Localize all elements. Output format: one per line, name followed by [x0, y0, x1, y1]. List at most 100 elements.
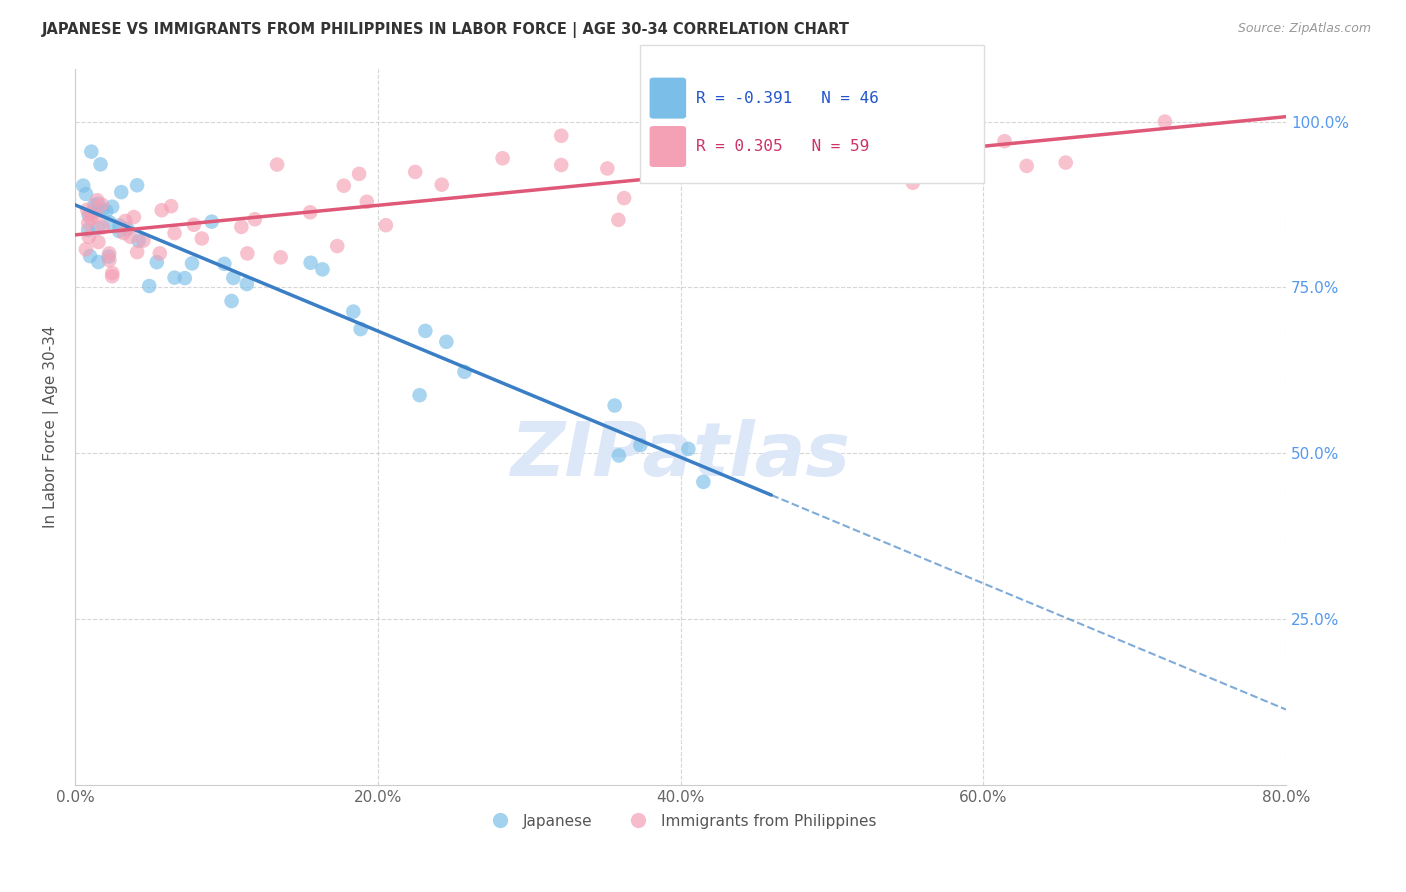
- Point: [201, 215, 224, 229]
- Point: [243, 212, 266, 227]
- Point: [91, 202, 114, 217]
- Point: [270, 250, 292, 264]
- Point: [101, 200, 124, 214]
- Point: [236, 277, 259, 291]
- Point: [163, 270, 186, 285]
- Point: [603, 399, 626, 413]
- Point: [86, 209, 108, 223]
- Point: [138, 279, 160, 293]
- Point: [638, 154, 661, 169]
- Point: [90, 197, 112, 211]
- Point: [80, 211, 103, 226]
- Text: R = 0.305   N = 59: R = 0.305 N = 59: [696, 139, 869, 154]
- Point: [236, 246, 259, 260]
- Point: [112, 226, 135, 240]
- Point: [678, 442, 700, 456]
- Point: [173, 271, 195, 285]
- Point: [596, 161, 619, 176]
- Point: [415, 324, 437, 338]
- Point: [86, 193, 108, 207]
- Point: [183, 218, 205, 232]
- Point: [77, 216, 100, 230]
- Point: [79, 206, 101, 220]
- Point: [550, 158, 572, 172]
- Point: [191, 231, 214, 245]
- Point: [76, 202, 98, 217]
- Point: [1015, 159, 1038, 173]
- Point: [101, 266, 124, 280]
- Point: [333, 178, 356, 193]
- Point: [453, 365, 475, 379]
- Point: [613, 191, 636, 205]
- Legend: Japanese, Immigrants from Philippines: Japanese, Immigrants from Philippines: [478, 807, 883, 835]
- Point: [326, 239, 349, 253]
- Point: [96, 203, 118, 218]
- Point: [132, 234, 155, 248]
- Point: [122, 210, 145, 224]
- Point: [901, 176, 924, 190]
- Point: [150, 203, 173, 218]
- Point: [114, 214, 136, 228]
- Point: [108, 219, 131, 233]
- Point: [72, 178, 94, 193]
- Point: [222, 271, 245, 285]
- Point: [628, 438, 651, 452]
- Point: [87, 255, 110, 269]
- Point: [408, 388, 430, 402]
- Point: [101, 269, 124, 284]
- Point: [266, 157, 288, 171]
- Point: [80, 145, 103, 159]
- Point: [349, 322, 371, 336]
- Point: [128, 234, 150, 248]
- Point: [163, 226, 186, 240]
- Point: [87, 197, 110, 211]
- Point: [299, 205, 322, 219]
- Point: [127, 178, 149, 193]
- Point: [160, 199, 183, 213]
- Point: [97, 250, 120, 264]
- Point: [692, 475, 714, 489]
- Point: [299, 256, 322, 270]
- Point: [108, 224, 131, 238]
- Point: [75, 186, 97, 201]
- Point: [83, 198, 105, 212]
- Point: [87, 235, 110, 249]
- Point: [117, 222, 139, 236]
- Point: [75, 242, 97, 256]
- Point: [77, 208, 100, 222]
- Point: [79, 249, 101, 263]
- Text: JAPANESE VS IMMIGRANTS FROM PHILIPPINES IN LABOR FORCE | AGE 30-34 CORRELATION C: JAPANESE VS IMMIGRANTS FROM PHILIPPINES …: [42, 22, 851, 38]
- Point: [77, 230, 100, 244]
- Point: [374, 218, 396, 232]
- Point: [550, 128, 572, 143]
- Point: [77, 223, 100, 237]
- Point: [342, 304, 364, 318]
- Point: [98, 246, 121, 260]
- Point: [404, 165, 426, 179]
- Y-axis label: In Labor Force | Age 30-34: In Labor Force | Age 30-34: [44, 326, 59, 528]
- Point: [434, 334, 457, 349]
- Point: [89, 157, 111, 171]
- Point: [1154, 114, 1177, 128]
- Text: Source: ZipAtlas.com: Source: ZipAtlas.com: [1237, 22, 1371, 36]
- Point: [98, 215, 121, 229]
- Point: [87, 221, 110, 235]
- Point: [127, 245, 149, 260]
- Point: [430, 178, 453, 192]
- Point: [221, 293, 243, 308]
- Point: [120, 229, 142, 244]
- Point: [91, 220, 114, 235]
- Text: ZIPatlas: ZIPatlas: [510, 419, 851, 492]
- Point: [98, 253, 121, 268]
- Point: [149, 246, 172, 260]
- Text: R = -0.391   N = 46: R = -0.391 N = 46: [696, 91, 879, 105]
- Point: [1054, 155, 1077, 169]
- Point: [84, 203, 107, 218]
- Point: [607, 449, 630, 463]
- Point: [703, 135, 725, 149]
- Point: [356, 194, 378, 209]
- Point: [311, 262, 333, 277]
- Point: [347, 167, 370, 181]
- Point: [231, 219, 253, 234]
- Point: [181, 256, 204, 270]
